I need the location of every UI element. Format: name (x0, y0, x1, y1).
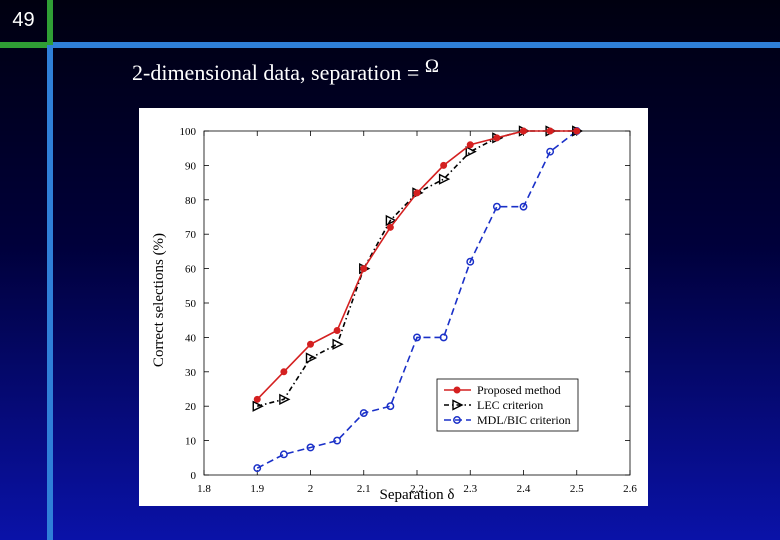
y-tick-label: 20 (185, 401, 197, 413)
x-tick-label: 2.5 (570, 483, 584, 495)
data-point (333, 436, 342, 445)
x-tick-label: 1.9 (250, 483, 264, 495)
data-point (252, 400, 264, 412)
data-point (253, 395, 261, 403)
data-point (333, 327, 341, 335)
data-point (466, 257, 475, 266)
x-axis-label: Separation δ (380, 487, 455, 503)
slide-number: 49 (12, 9, 35, 31)
data-point (385, 214, 397, 227)
axis-ticks: 1.8 1.9 2 2.1 2.2 2.3 2.4 2.5 2.6 0 10 20 30 40 50 60 70… (180, 126, 638, 495)
y-tick-label: 90 (185, 160, 197, 172)
data-point (386, 402, 395, 411)
legend-label: MDL/BIC criterion (477, 413, 571, 427)
data-point (440, 161, 448, 169)
legend-marker (453, 386, 461, 394)
data-point (253, 464, 262, 473)
data-point (279, 393, 291, 405)
y-tick-label: 80 (185, 195, 197, 207)
data-point (492, 202, 501, 211)
data-point (519, 202, 528, 211)
y-axis-label: Correct selections (%) (151, 233, 167, 367)
omega-symbol: Ω (424, 56, 439, 77)
data-point (306, 443, 315, 452)
data-point (413, 189, 421, 197)
y-tick-label: 60 (185, 264, 197, 276)
series-line (256, 130, 578, 469)
series-line (257, 130, 577, 407)
data-point (332, 338, 344, 350)
legend-label: LEC criterion (477, 398, 543, 412)
accent-bar-green-vertical (47, 0, 53, 45)
data-point (307, 340, 314, 348)
x-tick-label: 2 (308, 483, 314, 495)
data-point (466, 141, 474, 149)
data-point (546, 147, 555, 156)
slide-title-text: 2-dimensional data, separation = (132, 60, 425, 85)
data-point (573, 127, 581, 135)
y-tick-label: 70 (185, 229, 197, 241)
data-point (280, 368, 288, 376)
x-tick-label: 2.2 (410, 483, 424, 495)
data-point (493, 134, 501, 142)
x-tick-label: 2.6 (623, 483, 637, 495)
data-point (546, 127, 554, 135)
x-tick-label: 2.1 (357, 483, 371, 495)
x-tick-label: 1.8 (197, 483, 211, 495)
legend-box (436, 378, 579, 432)
y-tick-label: 100 (180, 126, 197, 138)
series-layer (252, 125, 584, 473)
data-point (279, 450, 288, 459)
data-point (360, 265, 368, 273)
y-tick-label: 30 (185, 367, 197, 379)
x-tick-label: 2.3 (463, 483, 477, 495)
data-point (465, 146, 477, 158)
accent-bar-blue-horizontal (53, 42, 780, 48)
y-tick-label: 0 (191, 470, 197, 482)
slide-title: 2-dimensional data, separation = Ω (132, 56, 439, 86)
accent-bar-green-horizontal (0, 42, 53, 48)
chart-panel: 1.8 1.9 2 2.1 2.2 2.3 2.4 2.5 2.6 0 10 20 30 40 50 60 70… (139, 108, 648, 506)
data-point (438, 173, 451, 185)
x-tick-label: 2.4 (517, 483, 531, 495)
data-point (386, 223, 394, 231)
legend-label: Proposed method (477, 383, 561, 397)
y-tick-label: 50 (185, 298, 197, 310)
legend-marker (452, 399, 464, 411)
data-point (413, 333, 421, 342)
series-0 (253, 127, 581, 403)
accent-bar-blue-vertical (47, 45, 53, 540)
data-point (520, 127, 527, 135)
legend-marker (453, 416, 461, 424)
y-tick-label: 10 (185, 436, 197, 448)
line-chart: 1.8 1.9 2 2.1 2.2 2.3 2.4 2.5 2.6 0 10 20 30 40 50 60 70… (151, 125, 638, 503)
series-2 (253, 127, 581, 473)
data-point (359, 409, 368, 418)
data-point (439, 333, 448, 342)
data-point (305, 352, 318, 364)
y-tick-label: 40 (185, 332, 197, 344)
